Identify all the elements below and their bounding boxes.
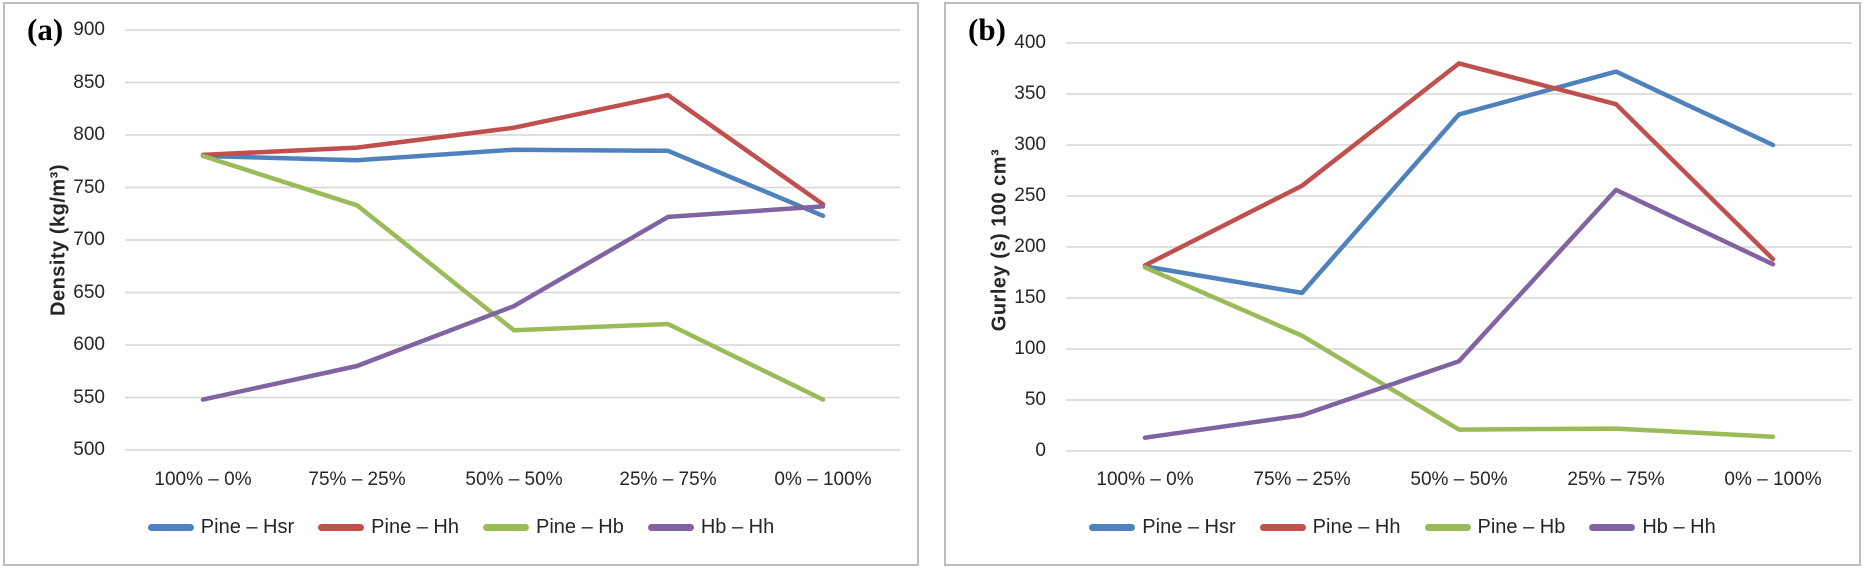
y-tick-label: 0 xyxy=(1035,440,1046,461)
x-axis-label: 75% – 25% xyxy=(308,469,406,490)
series-line-pine-hsr xyxy=(200,147,826,219)
series-line-pine-hh xyxy=(200,92,826,207)
legend-label: Hb – Hh xyxy=(700,515,775,538)
y-tick-label: 150 xyxy=(1014,287,1046,308)
y-tick-label: 200 xyxy=(1014,236,1046,257)
y-tick-label: 300 xyxy=(1014,134,1046,155)
x-axis-label: 0% – 100% xyxy=(774,469,872,490)
legend-item: Pine – Hsr xyxy=(147,515,295,539)
series-line-hb-hh xyxy=(1142,187,1776,440)
chart-panel-a: (a) Density (kg/m³) 900 850 800 750 700 650 60… xyxy=(3,2,919,566)
x-axis-label: 50% – 50% xyxy=(1410,469,1508,490)
y-tick-label: 400 xyxy=(1014,32,1046,53)
y-tick-label: 850 xyxy=(73,71,105,93)
series-line-pine-hb xyxy=(200,153,826,402)
plot-area-density xyxy=(125,29,900,451)
legend-swatch-icon xyxy=(1259,523,1306,531)
chart-legend: Pine – Hsr Pine – Hh Pine – Hb Hb – Hh xyxy=(946,512,1859,542)
legend-item: Pine – Hb xyxy=(483,516,624,539)
x-axis-label: 25% – 75% xyxy=(619,469,717,490)
x-axis-label: 25% – 75% xyxy=(1567,469,1665,490)
y-tick-label: 650 xyxy=(73,281,105,303)
legend-item: Pine – Hb xyxy=(1424,515,1566,539)
y-tick-label: 100 xyxy=(1014,338,1046,359)
legend-item: Hb – Hh xyxy=(1589,515,1716,539)
chart-panel-b: (b) Gurley (s) 100 cm³ 400 350 300 250 200 15… xyxy=(944,2,1861,566)
legend-label: Pine – Hb xyxy=(1477,515,1566,538)
legend-swatch-icon xyxy=(1589,523,1636,531)
x-axis-label: 0% – 100% xyxy=(1724,469,1822,490)
x-axis-label: 50% – 50% xyxy=(465,469,563,490)
legend-item: Hb – Hh xyxy=(647,515,775,539)
legend-item: Pine – Hh xyxy=(1259,515,1401,539)
legend-swatch-icon xyxy=(1424,523,1471,531)
legend-swatch-icon xyxy=(1089,523,1136,531)
legend-label: Pine – Hh xyxy=(1312,515,1401,538)
y-tick-label: 750 xyxy=(73,176,105,198)
series-line-pine-hh xyxy=(1142,61,1776,268)
legend-label: Hb – Hh xyxy=(1642,515,1716,538)
legend-label: Pine – Hh xyxy=(371,515,459,538)
legend-item: Pine – Hh xyxy=(318,516,459,539)
y-tick-label: 550 xyxy=(73,386,105,408)
y-tick-label: 800 xyxy=(73,124,105,145)
y-tick-label: 900 xyxy=(73,19,105,40)
x-axis-label: 100% – 0% xyxy=(1096,469,1194,490)
y-tick-label: 50 xyxy=(1024,389,1046,410)
x-axis-label: 100% – 0% xyxy=(154,469,252,490)
legend-swatch-icon xyxy=(147,523,194,531)
x-axis-label: 75% – 25% xyxy=(1253,469,1351,490)
panel-label-b: (b) xyxy=(968,12,1006,47)
legend-swatch-icon xyxy=(483,523,529,531)
legend-swatch-icon xyxy=(647,523,694,531)
legend-swatch-icon xyxy=(318,523,365,531)
panel-label-a: (a) xyxy=(27,12,64,47)
series-line-pine-hb xyxy=(1142,265,1776,439)
legend-label: Pine – Hsr xyxy=(1142,515,1236,538)
legend-item: Pine – Hsr xyxy=(1089,515,1236,539)
legend-label: Pine – Hsr xyxy=(200,515,295,538)
legend-label: Pine – Hb xyxy=(536,515,624,538)
y-tick-label: 500 xyxy=(73,439,105,460)
chart-legend: Pine – Hsr Pine – Hh Pine – Hb Hb – Hh xyxy=(5,512,917,542)
y-tick-label: 350 xyxy=(1014,83,1046,104)
series-line-pine-hsr xyxy=(1142,69,1776,296)
plot-area-gurley xyxy=(1066,42,1852,452)
y-tick-label: 250 xyxy=(1014,185,1046,206)
series-line-hb-hh xyxy=(200,204,826,402)
y-tick-label: 600 xyxy=(73,334,105,355)
y-tick-label: 700 xyxy=(73,229,105,250)
